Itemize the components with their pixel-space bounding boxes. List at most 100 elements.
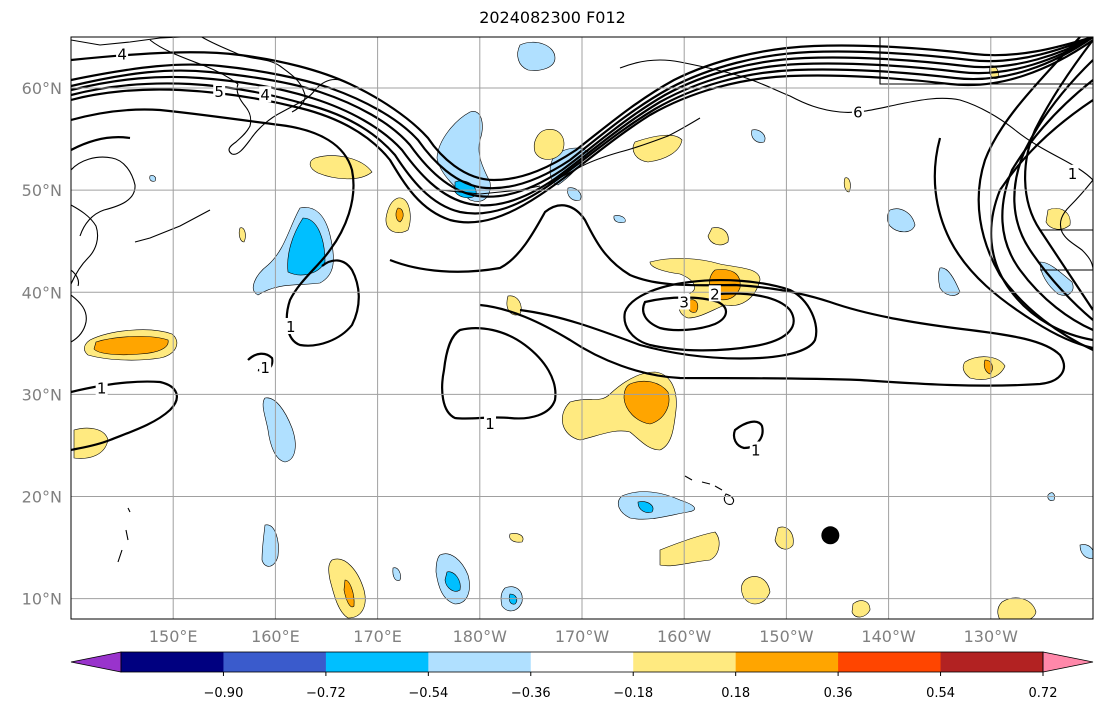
anomaly-blob	[1045, 208, 1071, 230]
contour-line	[732, 420, 764, 450]
anomaly-blob	[843, 177, 851, 193]
contour-label: 4	[117, 45, 127, 63]
anomaly-blob	[517, 41, 556, 71]
latitude-labels: 10°N 20°N 30°N 40°N 50°N 60°N	[22, 79, 62, 609]
colorbar-segment	[223, 652, 327, 672]
longitude-labels: 150°E 160°E 170°E 180°W 170°W 160°W 150°W 140°W…	[149, 627, 1018, 646]
anomaly-blob	[1079, 544, 1093, 559]
contour-line	[977, 37, 1093, 352]
colorbar-tick-label: 0.54	[926, 686, 955, 701]
colorbar-tick-label: 0.72	[1029, 686, 1058, 701]
anomaly-blob	[93, 336, 169, 356]
anomaly-blob	[261, 524, 279, 567]
colorbar-segment	[428, 652, 532, 672]
contour-label: 2	[710, 285, 720, 303]
contour-label-bg	[259, 358, 272, 375]
map-title: 2024082300 F012	[479, 8, 626, 27]
anomaly-blob	[623, 380, 670, 425]
contour-line	[71, 37, 1093, 198]
contour-label-bg	[116, 45, 129, 62]
coastline-japan	[71, 269, 87, 343]
lon-tick-label: 140°W	[861, 627, 916, 646]
colorbar-outline	[120, 651, 1044, 673]
colorbar-extend-low	[70, 651, 122, 673]
contour-labels: 4 5 4 6 2 3 1 1 1 1 1 1	[95, 45, 1079, 460]
colorbar-segment	[838, 652, 942, 672]
contour-line	[389, 204, 1065, 387]
anomaly-blob	[343, 579, 355, 608]
anomaly-blob	[938, 267, 961, 296]
anomaly-blob	[741, 576, 771, 605]
colorbar-tick-label: 0.18	[721, 686, 750, 701]
colorbar: −0.90 −0.72 −0.54 −0.36 −0.18 0.18 0.36 0.54 0.7…	[70, 651, 1094, 701]
coastline-okhotsk	[71, 156, 136, 285]
anomaly-blob	[887, 208, 916, 233]
anomaly-blob	[751, 129, 766, 143]
anomaly-blob	[509, 533, 524, 543]
shaded-anomaly-field	[73, 41, 1093, 619]
anomaly-blob	[262, 397, 296, 463]
contour-line	[1024, 39, 1093, 311]
anomaly-blob	[392, 567, 401, 581]
location-marker	[821, 526, 840, 545]
lon-tick-label: 170°W	[555, 627, 610, 646]
anomaly-blob	[567, 187, 582, 201]
contour-label-bg	[284, 318, 297, 334]
contour-label: 1	[286, 318, 296, 336]
coastline-hawaii	[684, 475, 735, 505]
contour-line	[441, 327, 557, 420]
lon-tick-label: 150°E	[149, 627, 198, 646]
contour-label: 1	[260, 359, 270, 377]
lon-tick-label: 160°W	[657, 627, 712, 646]
contour-line	[642, 296, 727, 332]
contour-line	[71, 37, 1093, 190]
lat-tick-label: 50°N	[22, 181, 62, 200]
contour-line	[71, 380, 178, 452]
lon-tick-label: 150°W	[759, 627, 814, 646]
anomaly-blob	[851, 600, 871, 618]
contour-label: 5	[214, 83, 224, 101]
anomaly-blob	[395, 207, 404, 223]
anomaly-blob	[533, 129, 565, 160]
anomaly-blob	[238, 227, 246, 243]
anomaly-blob	[444, 571, 461, 592]
anomaly-blob	[659, 531, 720, 567]
colorbar-segment	[121, 652, 224, 672]
contour-line	[71, 37, 1093, 182]
lon-tick-label: 130°W	[964, 627, 1019, 646]
lon-tick-label: 170°E	[353, 627, 402, 646]
colorbar-segment	[530, 652, 634, 672]
contour-line	[71, 39, 1093, 224]
colorbar-tick-label: −0.90	[204, 686, 244, 701]
contour-label-bg	[678, 293, 691, 310]
coastline-kuril	[134, 209, 211, 243]
colorbar-tick-label: −0.36	[511, 686, 551, 701]
anomaly-blob	[617, 491, 695, 520]
plot-frame	[70, 36, 1094, 620]
anomaly-blob	[997, 597, 1037, 619]
anomaly-blob	[632, 134, 683, 163]
contour-label-bg	[213, 83, 226, 100]
lat-tick-label: 60°N	[22, 79, 62, 98]
contour-label: 1	[485, 415, 495, 433]
colorbar-segment	[940, 652, 1044, 672]
anomaly-blob	[309, 155, 373, 180]
contour-line	[990, 99, 1093, 342]
contour-label-bg	[851, 103, 864, 120]
anomaly-blob	[962, 356, 1006, 380]
contour-label: 1	[751, 442, 761, 460]
colorbar-tick-label: −0.54	[408, 686, 448, 701]
colorbar-tick-label: 0.36	[824, 686, 853, 701]
contour-label-bg	[708, 285, 721, 302]
lat-tick-label: 20°N	[22, 487, 62, 506]
contour-label: 4	[260, 86, 270, 104]
contour-label-bg	[484, 415, 497, 431]
lon-tick-label: 180°W	[453, 627, 508, 646]
anomaly-blob	[436, 111, 491, 202]
contour-line	[71, 37, 1093, 215]
anomaly-blob	[637, 501, 654, 513]
anomaly-blob	[149, 175, 156, 182]
lat-tick-label: 30°N	[22, 385, 62, 404]
contour-line	[71, 108, 360, 347]
